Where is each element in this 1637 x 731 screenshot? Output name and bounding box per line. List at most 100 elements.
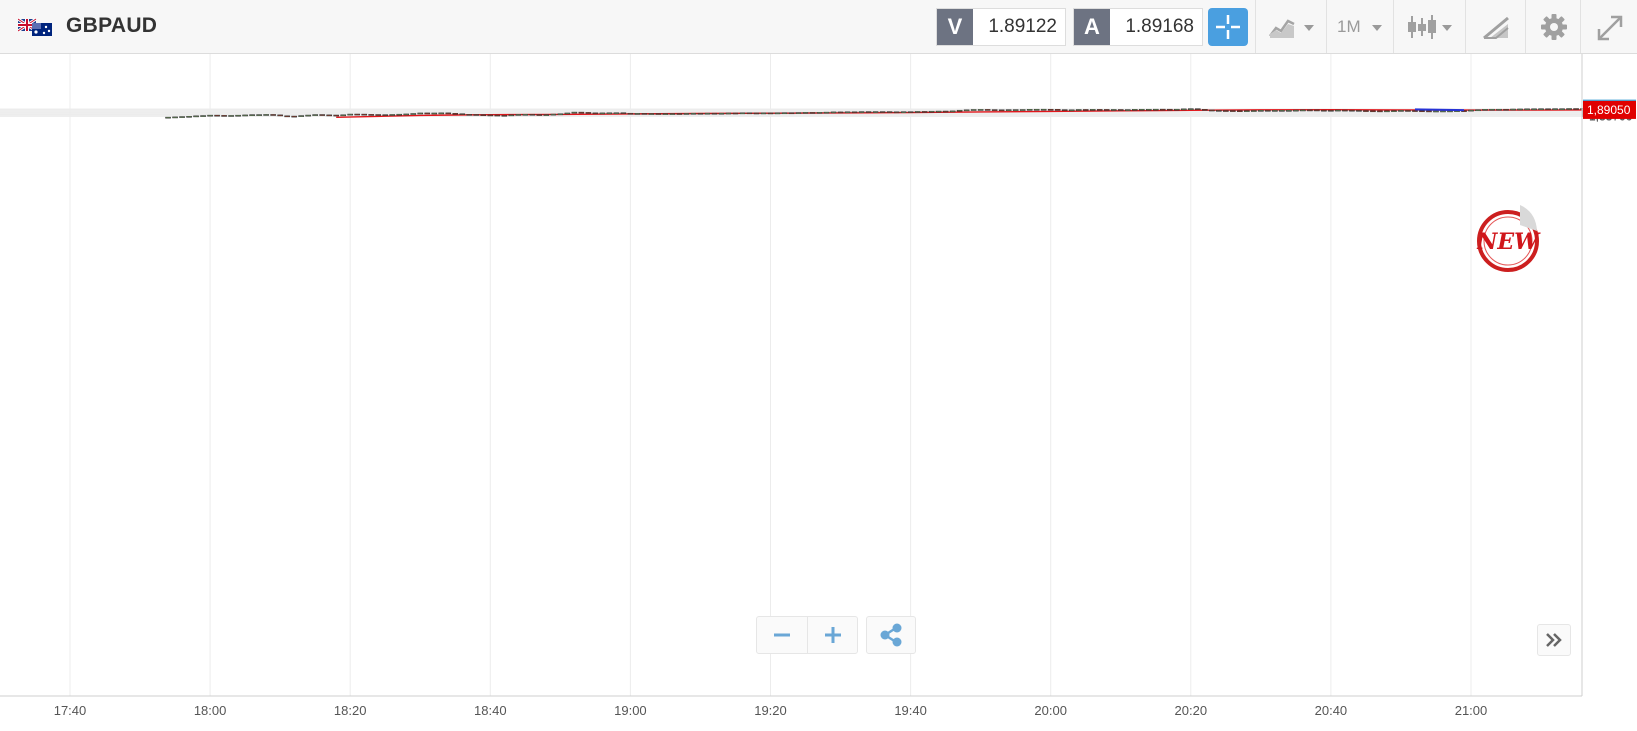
candle-bearish [1103,109,1110,111]
candle-bullish [298,115,304,117]
candle-bullish [802,112,809,114]
candle-bullish [970,109,977,111]
candle-bearish [1082,109,1089,111]
candle-bearish [1461,110,1467,112]
candle-bullish [165,116,171,119]
candle-bearish [501,114,508,117]
moving-average-price-label: 1,89050 [1587,103,1631,117]
candle-bullish [781,112,788,115]
candle-bearish [1202,109,1208,111]
candle-bullish [1293,109,1299,112]
candle-bearish [270,114,276,116]
candle-bullish [1335,109,1341,112]
candle-bearish [809,112,816,114]
x-tick-label: 19:40 [894,703,927,718]
candle-bullish [1398,110,1404,112]
candle-bullish [410,113,417,115]
candle-bearish [767,112,774,115]
candle-bearish [473,114,480,116]
candle-bullish [1138,108,1145,111]
zoom-in-button[interactable] [808,617,858,653]
candle-bearish [921,111,928,113]
crosshair-button[interactable] [1208,8,1248,46]
scroll-to-latest-button[interactable] [1537,624,1571,656]
candle-bearish [221,115,227,117]
candle-bullish [914,111,921,113]
candle-bullish [256,114,262,116]
candle-bearish [1545,108,1551,111]
candle-bullish [935,110,942,113]
candle-bullish [186,115,192,118]
candle-bullish [606,112,613,115]
candle-bearish [1096,109,1103,111]
candle-bearish [284,115,290,118]
candle-bullish [564,112,571,115]
candle-style-button[interactable] [1400,8,1462,46]
buy-label: A [1074,9,1110,45]
candle-bullish [417,112,424,115]
candle-bearish [879,111,886,113]
candle-bearish [753,112,760,115]
trend-line [1414,108,1465,112]
trend-line-segment [1414,108,1465,112]
candle-bearish [1426,110,1432,113]
chart-type-button[interactable] [1262,8,1324,46]
candle-bullish [1510,108,1516,111]
candle-bullish [1538,108,1544,111]
share-button[interactable] [866,616,916,654]
toolbar-divider [1580,0,1581,53]
candle-bullish [1244,110,1250,112]
candle-bearish [1363,110,1369,112]
candle-bullish [235,114,241,117]
candle-bearish [1216,110,1222,112]
candle-bearish [1054,109,1061,111]
candle-bullish [1279,110,1285,112]
drawing-tools-button[interactable] [1476,8,1522,46]
toolbar-divider [1465,0,1466,53]
chevron-down-icon [1442,25,1452,31]
candle-bullish [928,110,935,113]
candle-bearish [1321,109,1327,112]
candle-bullish [242,114,248,117]
candle-bearish [319,114,325,116]
candle-bullish [795,112,802,114]
candle-bearish [445,112,452,115]
candle-bullish [739,112,746,115]
sell-price-box[interactable]: V 1.89122 [936,8,1066,46]
candle-bullish [389,114,396,116]
candle-bullish [403,113,410,116]
candle-bearish [1117,109,1124,111]
candle-bullish [760,112,767,115]
candle-bearish [676,113,683,115]
candle-bearish [291,115,297,118]
chevron-down-icon [1372,25,1382,31]
candle-bullish [396,113,403,116]
candle-bearish [466,114,473,116]
chart-grid [0,54,1582,696]
x-tick-label: 21:00 [1455,703,1488,718]
price-chart[interactable]: 17:40 18:00 18:20 18:40 19:00 19:20 19:40 20:00… [0,54,1637,731]
timeframe-button[interactable]: 1M [1330,8,1392,46]
candle-bearish [1209,109,1215,112]
candle-bullish [830,111,837,114]
candle-bearish [627,112,634,115]
candle-bullish [438,112,445,115]
candle-bullish [1251,110,1257,112]
zoom-out-button[interactable] [757,617,807,653]
candle-bullish [1026,108,1033,111]
candle-bullish [1089,109,1096,111]
candle-bearish [893,111,900,114]
candle-bullish [599,112,606,115]
candle-bullish [900,111,907,114]
fullscreen-button[interactable] [1588,8,1632,46]
candle-bullish [193,115,199,118]
buy-price-box[interactable]: A 1.89168 [1073,8,1203,46]
candle-bullish [1524,108,1530,111]
candle-bearish [942,110,949,113]
candle-bullish [1447,110,1453,113]
candle-bearish [452,113,459,115]
candle-bullish [1131,109,1138,111]
settings-button[interactable] [1532,8,1576,46]
double-chevron-right-icon [1546,633,1562,647]
candle-bullish [1384,110,1390,113]
